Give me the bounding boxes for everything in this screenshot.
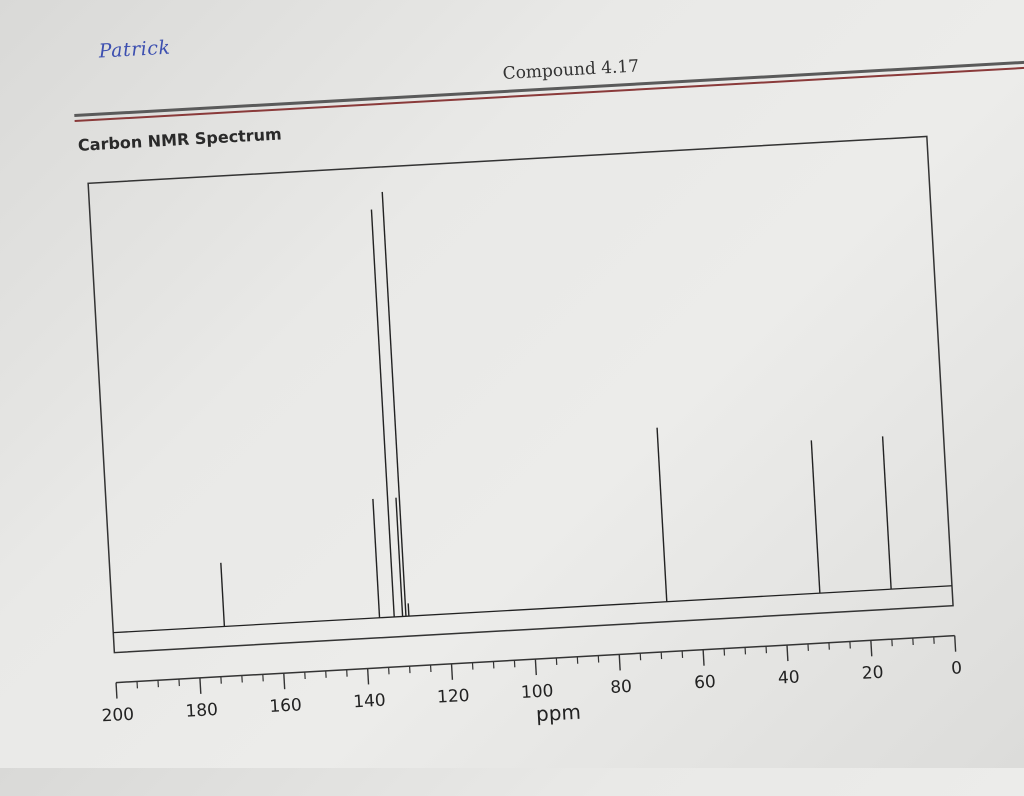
x-axis-title: ppm: [535, 700, 581, 726]
major-tick-200: [116, 683, 117, 699]
spectrum-peak-7: [657, 428, 667, 602]
tick-label-60: 60: [694, 672, 717, 693]
major-tick-80: [619, 654, 620, 670]
tick-label-160: 160: [269, 695, 303, 717]
spectrum-peak-8: [811, 440, 820, 593]
tick-label-100: 100: [520, 681, 554, 703]
major-tick-40: [787, 645, 788, 661]
page: Patrick Compound 4.17 Carbon NMR Spectru…: [0, 0, 1024, 768]
spectrum-peak-6: [408, 603, 409, 616]
major-tick-140: [368, 669, 369, 685]
plot-frame: [88, 136, 953, 652]
tick-label-120: 120: [437, 686, 471, 708]
major-tick-100: [535, 659, 536, 675]
spectrum-peak-3: [371, 210, 394, 617]
tick-label-40: 40: [777, 667, 800, 688]
tick-label-80: 80: [610, 677, 633, 698]
spectrum-peak-9: [883, 436, 892, 589]
tick-label-140: 140: [353, 691, 387, 713]
major-tick-60: [703, 650, 704, 666]
major-tick-0: [955, 636, 956, 652]
major-tick-160: [284, 673, 285, 689]
spectrum-peak-2: [373, 499, 380, 618]
spectrum-peak-1: [221, 563, 225, 627]
spectrum-peak-4: [396, 498, 403, 617]
tick-label-20: 20: [861, 663, 884, 684]
spectrum-layer: [90, 161, 952, 632]
spectrum-peak-5: [382, 192, 406, 616]
major-tick-20: [871, 640, 872, 656]
major-tick-120: [452, 664, 453, 680]
tick-label-0: 0: [951, 658, 963, 679]
tick-label-180: 180: [185, 700, 219, 722]
spectrum-baseline: [113, 586, 952, 633]
tick-label-200: 200: [101, 705, 135, 727]
major-tick-180: [200, 678, 201, 694]
